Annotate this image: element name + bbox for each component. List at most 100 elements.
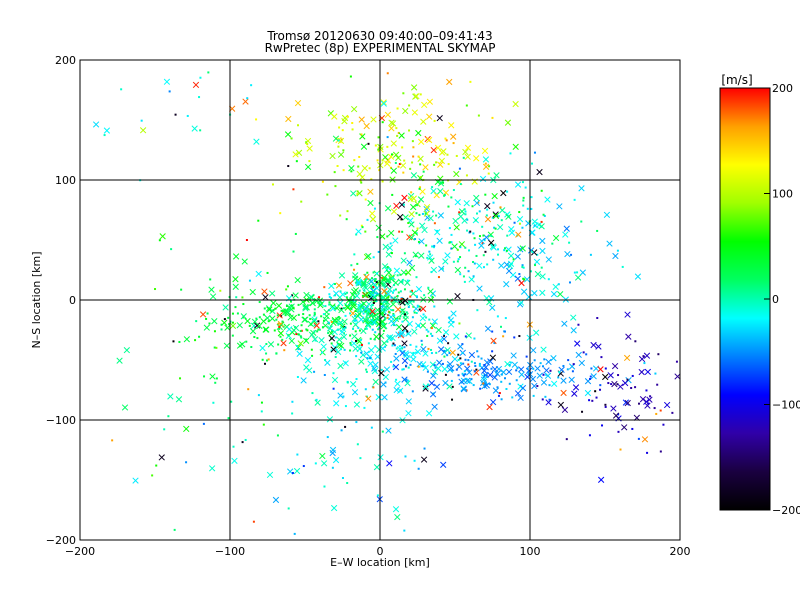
data-point-dot bbox=[395, 127, 398, 130]
data-point-dot bbox=[401, 146, 404, 149]
data-point-dot bbox=[419, 93, 422, 96]
data-point-dot bbox=[491, 216, 494, 219]
data-point-dot bbox=[381, 276, 384, 279]
data-point-cross bbox=[644, 368, 651, 376]
data-point-cross bbox=[330, 346, 337, 353]
data-point-cross bbox=[453, 224, 460, 231]
data-point-dot bbox=[417, 240, 420, 243]
data-point-dot bbox=[400, 218, 403, 221]
data-point-cross bbox=[123, 346, 131, 354]
data-point-dot bbox=[355, 322, 358, 325]
data-point-dot bbox=[533, 359, 536, 362]
data-point-dot bbox=[345, 218, 348, 221]
data-point-dot bbox=[326, 436, 329, 439]
data-point-cross bbox=[411, 328, 418, 335]
data-point-dot bbox=[589, 375, 592, 378]
data-point-dot bbox=[215, 377, 218, 380]
data-point-cross bbox=[183, 336, 190, 343]
data-point-dot bbox=[354, 314, 357, 317]
data-point-cross bbox=[462, 148, 469, 156]
data-point-dot bbox=[163, 428, 166, 431]
data-point-dot bbox=[450, 196, 453, 199]
data-point-dot bbox=[391, 344, 394, 347]
data-point-cross bbox=[280, 340, 287, 347]
data-point-cross bbox=[481, 147, 489, 155]
data-point-cross bbox=[405, 269, 412, 276]
data-point-dot bbox=[596, 229, 599, 232]
data-point-cross bbox=[394, 306, 402, 313]
data-point-cross bbox=[410, 195, 417, 202]
data-point-cross bbox=[293, 467, 301, 475]
data-point-dot bbox=[653, 407, 656, 410]
data-point-cross bbox=[540, 379, 548, 386]
data-point-cross bbox=[208, 465, 216, 472]
data-point-cross bbox=[240, 313, 247, 320]
data-point-dot bbox=[411, 161, 414, 164]
data-point-dot bbox=[425, 316, 428, 319]
data-point-cross bbox=[337, 362, 344, 370]
data-point-dot bbox=[355, 378, 358, 381]
data-point-cross bbox=[492, 212, 500, 220]
data-point-dot bbox=[271, 183, 274, 186]
data-point-dot bbox=[419, 176, 422, 179]
data-point-cross bbox=[561, 406, 569, 414]
data-point-cross bbox=[435, 326, 442, 334]
data-point-dot bbox=[433, 244, 436, 247]
data-point-dot bbox=[375, 272, 378, 275]
data-point-cross bbox=[489, 354, 497, 361]
data-point-dot bbox=[403, 288, 406, 291]
data-point-cross bbox=[402, 107, 409, 115]
data-point-cross bbox=[285, 115, 292, 123]
data-point-dot bbox=[359, 179, 362, 182]
colorbar-tick-label: 200 bbox=[772, 82, 793, 95]
data-point-cross bbox=[539, 289, 546, 296]
data-point-cross bbox=[236, 342, 244, 349]
data-point-cross bbox=[364, 320, 372, 328]
data-point-dot bbox=[384, 381, 387, 384]
data-point-dot bbox=[297, 303, 300, 306]
data-point-dot bbox=[443, 349, 446, 352]
data-point-cross bbox=[464, 153, 471, 160]
data-point-cross bbox=[419, 188, 426, 195]
data-point-dot bbox=[659, 409, 662, 412]
data-point-cross bbox=[426, 254, 434, 261]
data-point-cross bbox=[492, 211, 499, 218]
data-point-cross bbox=[623, 354, 631, 362]
data-point-cross bbox=[400, 257, 407, 264]
data-point-dot bbox=[316, 330, 319, 333]
data-point-cross bbox=[375, 346, 383, 353]
data-point-dot bbox=[398, 317, 401, 320]
data-point-dot bbox=[324, 305, 327, 308]
data-point-dot bbox=[234, 306, 237, 309]
data-point-cross bbox=[385, 269, 392, 276]
data-point-cross bbox=[427, 288, 434, 295]
data-point-dot bbox=[545, 373, 548, 376]
data-point-cross bbox=[401, 357, 409, 365]
colorbar bbox=[719, 87, 771, 511]
data-point-dot bbox=[386, 136, 389, 139]
chart-subtitle: RwPretec (8p) EXPERIMENTAL SKYMAP bbox=[265, 41, 496, 55]
data-point-dot bbox=[364, 273, 367, 276]
data-point-dot bbox=[264, 328, 267, 331]
data-point-dot bbox=[399, 332, 402, 335]
data-point-dot bbox=[471, 205, 474, 208]
data-point-cross bbox=[411, 109, 418, 116]
data-point-cross bbox=[536, 372, 543, 379]
data-point-dot bbox=[363, 289, 366, 292]
data-point-cross bbox=[373, 464, 381, 471]
data-point-dot bbox=[260, 410, 263, 413]
data-point-cross bbox=[504, 119, 512, 126]
data-point-cross bbox=[492, 387, 500, 394]
data-point-cross bbox=[570, 314, 577, 321]
data-point-cross bbox=[557, 291, 564, 298]
data-point-dot bbox=[464, 335, 467, 338]
data-point-cross bbox=[564, 250, 571, 258]
data-point-cross bbox=[408, 264, 416, 272]
data-point-dot bbox=[599, 388, 602, 391]
data-point-cross bbox=[519, 384, 527, 392]
data-point-dot bbox=[594, 390, 597, 393]
data-point-dot bbox=[151, 474, 154, 477]
data-point-cross bbox=[418, 138, 425, 145]
colorbar-ticks: 200 100 0 −100 −200 bbox=[764, 82, 800, 517]
data-point-cross bbox=[512, 143, 519, 150]
